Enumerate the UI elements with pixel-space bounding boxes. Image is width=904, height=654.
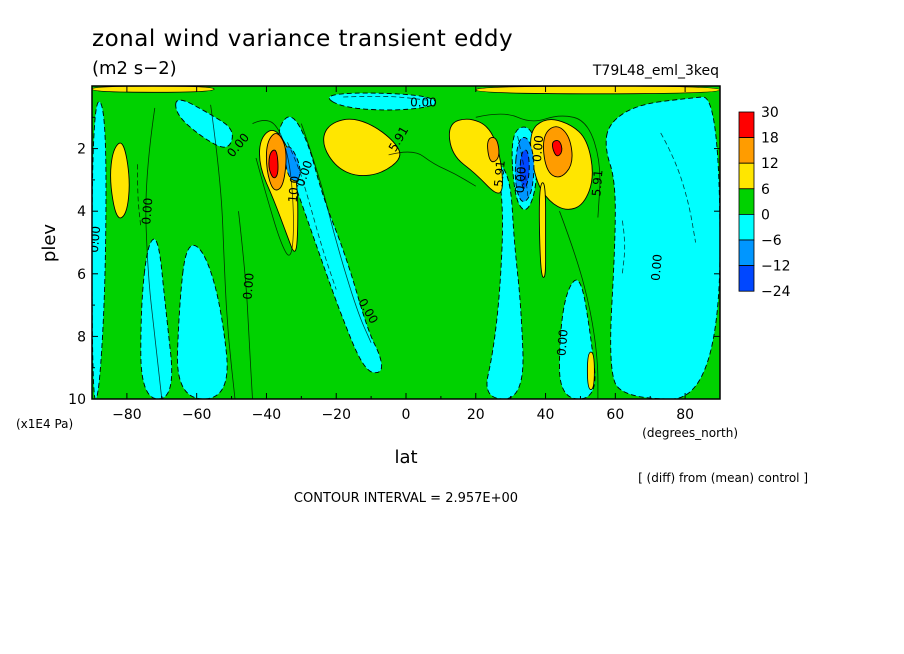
x-tick-label: 80 bbox=[676, 407, 694, 423]
x-tick-label: 0 bbox=[402, 407, 411, 423]
contour-label: 5.91 bbox=[589, 169, 605, 197]
region-neg-nh-mid bbox=[559, 279, 596, 399]
x-tick-label: −80 bbox=[112, 407, 142, 423]
region-pos-nh-low bbox=[586, 351, 595, 391]
region-pos-subtropic-cloud bbox=[323, 118, 401, 177]
colorbar-label: 18 bbox=[761, 131, 779, 147]
contour-label: 0.00 bbox=[554, 329, 570, 357]
contour-label: 0.00 bbox=[139, 197, 155, 225]
colorbar-swatch bbox=[738, 111, 755, 139]
contour-line-cl-sh-1 bbox=[252, 120, 294, 256]
contour-line-cl-top-1 bbox=[343, 95, 427, 101]
region-pos-nh-stalk bbox=[538, 182, 547, 278]
region-pos-nh-left bbox=[448, 118, 503, 194]
shaded-regions bbox=[92, 86, 720, 399]
colorbar-swatch bbox=[738, 188, 755, 215]
run-label: T79L48_eml_3keq bbox=[592, 63, 719, 79]
region-neg-polar-north bbox=[605, 96, 720, 399]
colorbar-swatch bbox=[738, 213, 755, 241]
region-top-strip-warm-2 bbox=[475, 86, 720, 95]
region-red-sh bbox=[268, 149, 279, 179]
colorbar-label: 0 bbox=[761, 207, 770, 223]
colorbar-swatch bbox=[738, 265, 755, 292]
colorbar-label: 6 bbox=[761, 182, 770, 198]
chart-title: zonal wind variance transient eddy bbox=[92, 26, 513, 52]
contour-line-cl-sh-4 bbox=[210, 104, 236, 399]
y-axis-units: (x1E4 Pa) bbox=[16, 417, 73, 431]
contour-line-cl-nh-4 bbox=[660, 132, 696, 243]
contour-line-cl-nh-1 bbox=[475, 113, 601, 218]
y-tick-label: 2 bbox=[77, 142, 86, 158]
contour-label: 5.91 bbox=[492, 160, 508, 188]
region-top-strip-warm bbox=[92, 86, 215, 93]
plot-area: 0.000.00 5.910.000.0010.00.000.000.005.91… bbox=[87, 86, 720, 399]
colorbar-swatch bbox=[738, 137, 755, 164]
contour-label: 10.0 bbox=[286, 175, 302, 203]
contour-label: 0.00 bbox=[649, 254, 665, 282]
x-axis-units: (degrees_north) bbox=[642, 426, 738, 440]
x-tick-label: 40 bbox=[537, 407, 555, 423]
region-neg-top-band bbox=[328, 92, 437, 111]
contour-labels: 0.000.00 5.910.000.0010.00.000.000.005.91… bbox=[87, 96, 665, 357]
x-tick-label: −20 bbox=[321, 407, 351, 423]
y-axis-ticks: 2 4 6 8 10 bbox=[68, 116, 720, 408]
y-tick-label: 10 bbox=[68, 392, 86, 408]
x-tick-label: −40 bbox=[252, 407, 282, 423]
x-axis-label: lat bbox=[394, 447, 417, 468]
y-tick-label: 8 bbox=[77, 329, 86, 345]
x-tick-label: 20 bbox=[467, 407, 485, 423]
colorbar-label: −24 bbox=[761, 284, 791, 300]
contour-lines bbox=[137, 95, 696, 399]
y-axis-label: plev bbox=[39, 224, 60, 263]
contour-label: 0.00 bbox=[410, 96, 437, 110]
diff-note: [ (diff) from (mean) control ] bbox=[638, 471, 808, 485]
colorbar-label: 12 bbox=[761, 156, 779, 172]
region-neg-nh-west bbox=[486, 165, 524, 399]
region-red-nh bbox=[551, 140, 563, 157]
contour-line-cl-nh-3 bbox=[559, 211, 599, 399]
x-axis-ticks: −80 −60 −40 −20 0 20 40 60 80 bbox=[91, 86, 721, 423]
contour-line-cl-sh-2 bbox=[287, 142, 337, 290]
colorbar-swatch bbox=[738, 162, 755, 190]
y-tick-label: 6 bbox=[77, 267, 86, 283]
contour-label: 0.00 bbox=[530, 135, 546, 163]
x-tick-label: 60 bbox=[606, 407, 624, 423]
region-neg-far-south-strip bbox=[92, 101, 107, 399]
region-orange-nh-left bbox=[487, 136, 500, 163]
colorbar-label: 30 bbox=[761, 105, 779, 121]
contour-line-cl-sh-5 bbox=[145, 107, 163, 399]
region-neg-subtropic-south bbox=[177, 244, 228, 399]
contour-interval: CONTOUR INTERVAL = 2.957E+00 bbox=[294, 491, 518, 506]
contour-line-cl-eq-1 bbox=[388, 151, 477, 187]
colorbar-label: −6 bbox=[761, 233, 782, 249]
contour-line-cl-nh-5 bbox=[621, 220, 626, 274]
contour-label: 0.00 bbox=[87, 225, 103, 253]
contour-line-cl-sh-3 bbox=[300, 123, 372, 343]
contour-label: 0.00 bbox=[240, 272, 256, 300]
region-neg-sw-tongue bbox=[278, 116, 383, 374]
region-neg-upper-south bbox=[175, 99, 233, 148]
colorbar: 30 18 12 6 0 −6 −12 −24 bbox=[738, 105, 791, 300]
y-tick-label: 4 bbox=[77, 204, 86, 220]
chart-units: (m2 s−2) bbox=[92, 58, 177, 79]
region-pos-far-south bbox=[110, 142, 130, 219]
contour-line-cl-sh-7 bbox=[238, 211, 253, 399]
region-neg-core-sh bbox=[284, 146, 301, 182]
contour-label: 0.00 bbox=[512, 166, 528, 194]
colorbar-swatch bbox=[738, 239, 755, 267]
x-tick-label: −60 bbox=[182, 407, 212, 423]
colorbar-label: −12 bbox=[761, 259, 791, 275]
